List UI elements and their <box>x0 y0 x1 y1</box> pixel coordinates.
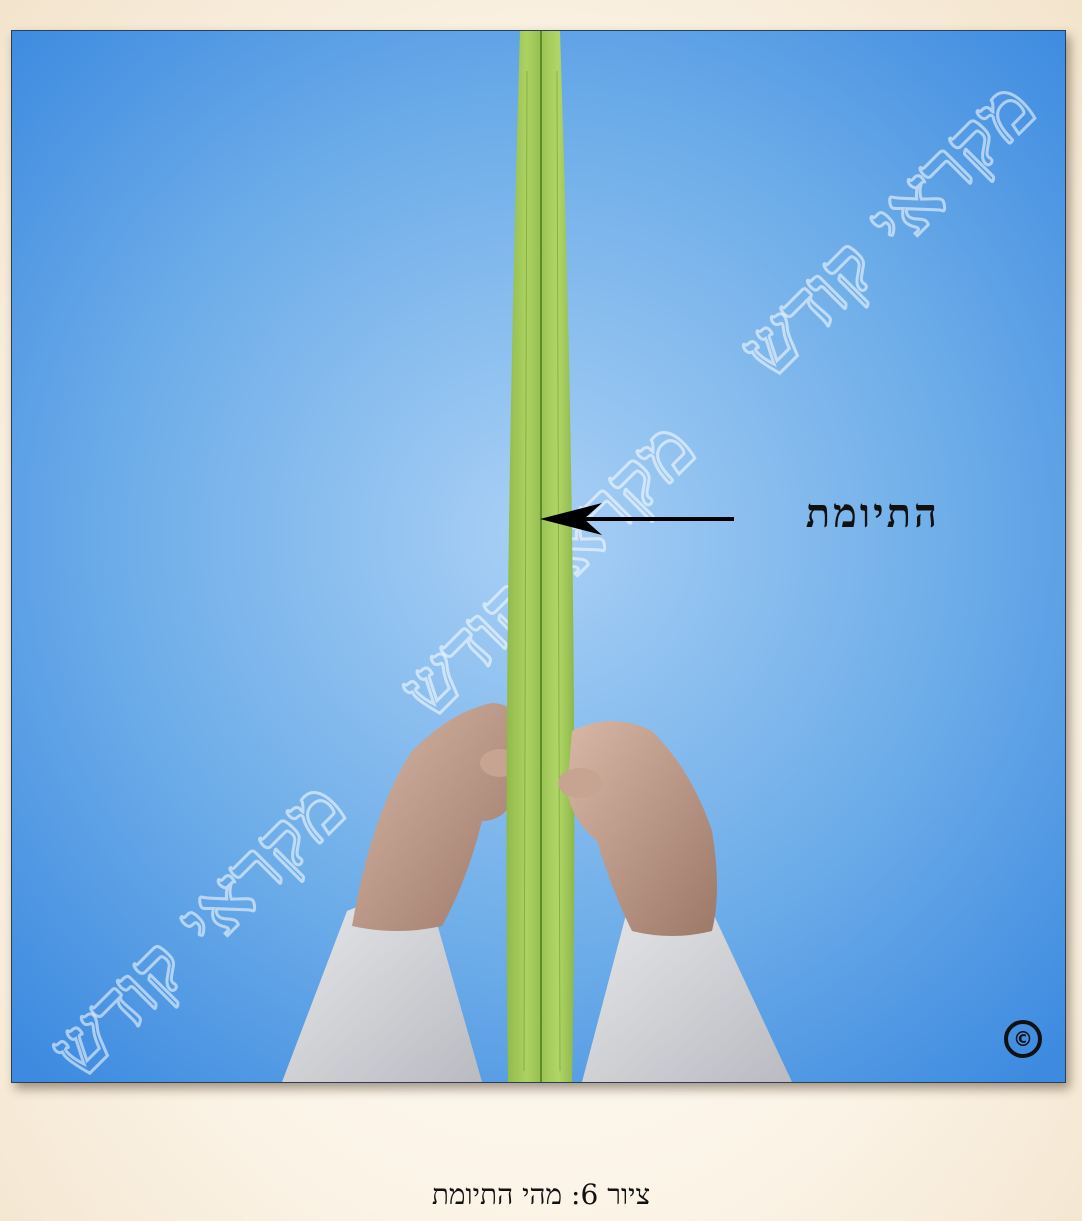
photo-panel: מקראי קודש מקראי קודש מקראי קודש <box>11 30 1066 1083</box>
right-hand <box>567 721 717 936</box>
lulav-leaf-left <box>506 31 540 1082</box>
pointer-arrow <box>540 503 734 535</box>
left-sleeve <box>282 899 482 1082</box>
right-thumb <box>558 768 602 798</box>
pointer-label: התיומת <box>805 490 940 537</box>
lulav-photo: מקראי קודש מקראי קודש מקראי קודש <box>12 31 1065 1082</box>
left-hand <box>352 703 517 931</box>
right-sleeve <box>582 901 792 1082</box>
copyright-icon: © <box>1004 1020 1042 1058</box>
figure-caption: ציור 6: מהי התיומת <box>431 1178 651 1211</box>
